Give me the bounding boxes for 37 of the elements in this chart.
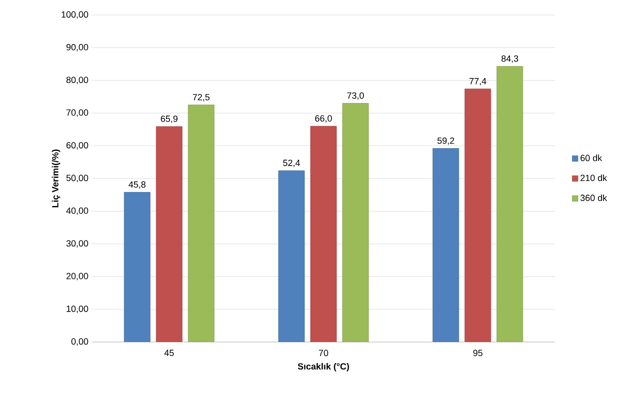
data-label: 72,5 <box>192 94 210 102</box>
y-tick-label: 0,00 <box>71 338 88 346</box>
y-tick-label: 100,00 <box>62 11 88 19</box>
y-tick-label: 10,00 <box>66 306 88 313</box>
x-tick-label: 70 <box>318 350 328 356</box>
data-label: 66,0 <box>315 115 332 123</box>
y-tick-label: 90,00 <box>66 44 88 52</box>
bar <box>124 192 150 342</box>
y-axis-title: Liç Verimi(/%) <box>52 150 60 208</box>
legend-label: 60 dk <box>580 154 602 162</box>
y-tick-label: 40,00 <box>66 207 88 215</box>
data-label: 73,0 <box>347 92 364 100</box>
bar <box>278 170 305 342</box>
y-tick-label: 80,00 <box>66 76 88 84</box>
legend-label: 360 dk <box>580 194 608 202</box>
bar <box>188 104 214 342</box>
y-tick-label: 20,00 <box>66 272 88 280</box>
bar <box>342 103 369 342</box>
y-tick-label: 30,00 <box>66 240 88 248</box>
legend-label: 210 dk <box>580 174 608 182</box>
y-tick-label: 60,00 <box>66 142 88 150</box>
x-axis-title: Sıcaklık (°C) <box>298 362 350 372</box>
data-label: 84,3 <box>502 55 518 63</box>
data-label: 45,8 <box>128 181 146 189</box>
bar <box>156 126 182 342</box>
x-tick-label: 95 <box>473 350 482 356</box>
bar <box>464 88 492 342</box>
bar <box>496 66 524 342</box>
y-tick-label: 50,00 <box>66 174 88 182</box>
data-label: 59,2 <box>437 137 454 145</box>
bar <box>310 126 337 342</box>
y-tick-label: 70,00 <box>66 109 88 117</box>
data-label: 52,4 <box>283 160 300 168</box>
data-label: 65,9 <box>160 116 178 123</box>
x-tick-label: 45 <box>164 350 174 356</box>
bar <box>432 148 460 342</box>
data-label: 77,4 <box>470 78 486 86</box>
